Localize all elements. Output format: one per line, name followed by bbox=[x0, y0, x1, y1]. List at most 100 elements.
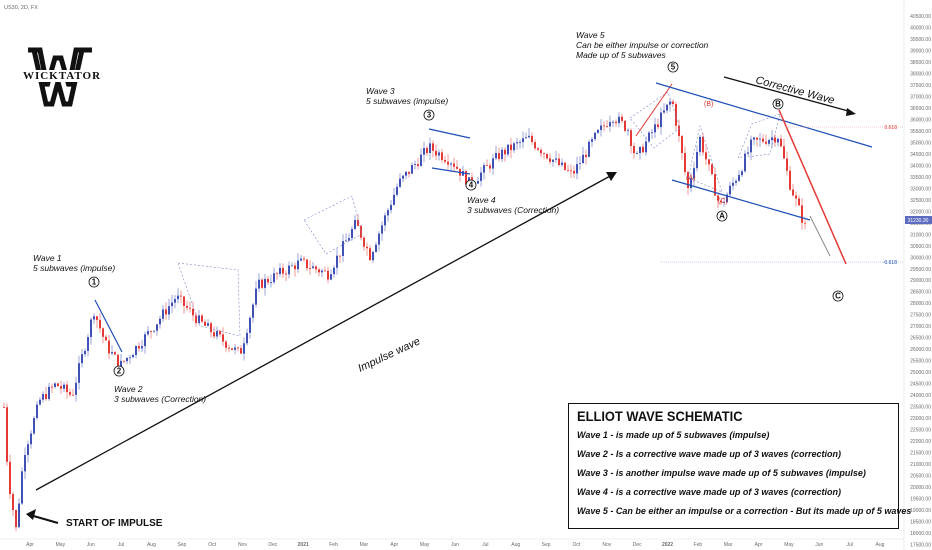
candle-body bbox=[45, 394, 47, 400]
circle-5: 5 bbox=[671, 63, 676, 72]
candle-body bbox=[498, 152, 500, 160]
candle-body bbox=[258, 279, 260, 289]
candle-body bbox=[225, 341, 227, 348]
candle-body bbox=[270, 282, 272, 283]
candle-body bbox=[138, 345, 140, 349]
candle-body bbox=[450, 163, 452, 165]
x-tick-label: Oct bbox=[573, 542, 581, 548]
candle-body bbox=[291, 265, 293, 267]
candle-body bbox=[546, 153, 548, 159]
candle-body bbox=[564, 162, 566, 170]
wave3-title: Wave 3 bbox=[366, 86, 395, 96]
x-tick-label: Dec bbox=[268, 542, 277, 548]
candle-body bbox=[408, 171, 410, 174]
candle-body bbox=[216, 331, 218, 337]
candle-body bbox=[237, 347, 239, 349]
candle-body bbox=[732, 182, 734, 186]
candle-body bbox=[672, 101, 674, 105]
candle-body bbox=[108, 340, 110, 354]
candle-body bbox=[159, 318, 161, 325]
candle-body bbox=[534, 142, 536, 149]
x-tick-label: Dec bbox=[633, 542, 642, 548]
y-tick-label: 29500.00 bbox=[910, 267, 931, 273]
candle-body bbox=[57, 383, 59, 387]
wave4-channel-bottom bbox=[431, 167, 471, 175]
candle-body bbox=[531, 135, 533, 143]
candle-body bbox=[36, 404, 38, 419]
start-arrow-head bbox=[26, 509, 36, 520]
y-tick-label: 38500.00 bbox=[910, 60, 931, 66]
candle-body bbox=[48, 386, 50, 400]
candle-body bbox=[243, 343, 245, 354]
candle-body bbox=[105, 336, 107, 341]
candle-body bbox=[141, 346, 143, 349]
candle-body bbox=[651, 132, 653, 134]
candle-body bbox=[264, 278, 266, 288]
candle-body bbox=[738, 175, 740, 181]
candle-body bbox=[711, 164, 713, 175]
candle-body bbox=[387, 210, 389, 216]
y-tick-label: 23500.00 bbox=[910, 405, 931, 411]
candle-body bbox=[384, 215, 386, 226]
x-tick-label: Jul bbox=[118, 542, 124, 548]
candle-body bbox=[573, 170, 575, 174]
y-tick-label: 24500.00 bbox=[910, 382, 931, 388]
candle-body bbox=[660, 112, 662, 128]
candle-body bbox=[693, 168, 695, 179]
candle-body bbox=[504, 149, 506, 155]
candle-body bbox=[396, 186, 398, 195]
candle-body bbox=[762, 138, 764, 142]
candle-body bbox=[492, 158, 494, 169]
candle-body bbox=[516, 142, 518, 144]
candle-body bbox=[744, 153, 746, 172]
candle-body bbox=[435, 150, 437, 156]
candle-body bbox=[411, 165, 413, 174]
candle-body bbox=[426, 148, 428, 153]
y-axis-ticks: 40500.00 40000.00 39500.00 39000.00 38500.00… bbox=[910, 14, 931, 549]
candle-body bbox=[480, 172, 482, 181]
candle-body bbox=[537, 148, 539, 150]
candle-body bbox=[405, 171, 407, 176]
candle-body bbox=[198, 315, 200, 324]
candle-body bbox=[429, 143, 431, 153]
x-tick-label: Jul bbox=[482, 542, 488, 548]
candle-body bbox=[285, 273, 287, 275]
candle-body bbox=[618, 116, 620, 124]
candle-body bbox=[309, 268, 311, 269]
candle-body bbox=[246, 332, 248, 344]
candle-body bbox=[432, 143, 434, 151]
wave4-title: Wave 4 bbox=[467, 195, 496, 205]
candle-body bbox=[102, 328, 104, 337]
candle-body bbox=[543, 153, 545, 155]
candle-body bbox=[798, 198, 800, 206]
candle-body bbox=[789, 170, 791, 190]
candle-body bbox=[54, 383, 56, 387]
candle-body bbox=[99, 319, 101, 329]
x-tick-label: Mar bbox=[360, 542, 369, 548]
y-tick-label: 34500.00 bbox=[910, 152, 931, 158]
candle-body bbox=[558, 158, 560, 165]
candle-body bbox=[702, 136, 704, 153]
y-tick-label: 30500.00 bbox=[910, 244, 931, 250]
candle-body bbox=[555, 158, 557, 160]
y-tick-label: 26000.00 bbox=[910, 347, 931, 353]
y-tick-label: 27500.00 bbox=[910, 313, 931, 319]
candle-body bbox=[342, 241, 344, 257]
candle-body bbox=[267, 278, 269, 283]
candle-body bbox=[27, 444, 29, 455]
candle-body bbox=[801, 205, 803, 223]
wave2-desc: 3 subwaves (Correction) bbox=[114, 394, 206, 404]
candle-body bbox=[189, 307, 191, 309]
candle-body bbox=[30, 433, 32, 445]
start-arrow bbox=[29, 514, 59, 524]
candle-body bbox=[306, 259, 308, 269]
candle-body bbox=[366, 246, 368, 249]
candle-body bbox=[528, 135, 530, 138]
candle-body bbox=[741, 171, 743, 176]
red-projection-line bbox=[778, 109, 847, 265]
circle-3: 3 bbox=[427, 111, 432, 120]
candle-body bbox=[750, 139, 752, 153]
candle-body bbox=[156, 324, 158, 331]
candle-body bbox=[120, 360, 122, 368]
candle-body bbox=[633, 145, 635, 154]
